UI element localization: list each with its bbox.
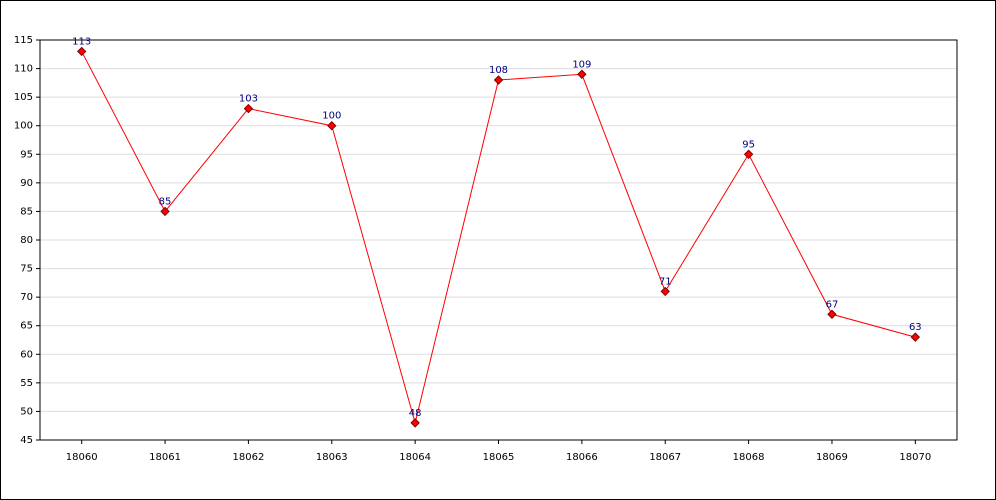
x-tick-label: 18061 [149,452,181,463]
y-tick-label: 80 [20,235,33,246]
x-tick-label: 18062 [233,452,265,463]
x-tick-label: 18063 [316,452,348,463]
point [76,46,87,57]
value-label: 85 [159,196,172,207]
y-tick-label: 105 [14,92,33,103]
y-tick-label: 85 [20,206,33,217]
y-tick-label: 90 [20,178,33,189]
x-tick-label: 18070 [899,452,931,463]
point [160,206,170,217]
point [410,418,420,428]
value-label: 103 [239,94,258,105]
y-tick-label: 110 [14,64,33,75]
x-tick-label: 18065 [483,452,515,463]
y-tick-label: 70 [20,292,33,303]
value-label: 100 [322,111,341,122]
value-label: 108 [489,65,508,76]
point [660,286,670,297]
x-tick-label: 18069 [816,452,848,463]
x-tick-label: 18064 [399,452,431,463]
y-tick-label: 115 [14,35,33,46]
value-label: 109 [572,59,591,70]
point [577,69,587,79]
value-label: 95 [742,139,755,150]
point [327,121,337,131]
y-tick-label: 45 [20,435,33,446]
y-tick-label: 60 [20,349,33,360]
x-tick-label: 18068 [733,452,765,463]
value-label: 48 [409,408,422,419]
value-label: 113 [72,36,91,47]
y-tick-label: 100 [14,121,33,132]
x-tick-label: 18060 [66,452,98,463]
y-tick-label: 75 [20,264,33,275]
y-tick-label: 50 [20,406,33,417]
point [827,309,837,319]
y-tick-label: 95 [20,149,33,160]
point [243,103,254,114]
point [493,75,504,85]
value-label: 71 [659,276,672,287]
point [743,149,754,159]
y-tick-label: 55 [20,378,33,389]
value-label: 63 [909,322,922,333]
x-tick-label: 18067 [649,452,681,463]
x-tick-label: 18066 [566,452,598,463]
value-label: 67 [826,299,839,310]
y-tick-label: 65 [20,321,33,332]
point [910,332,921,342]
